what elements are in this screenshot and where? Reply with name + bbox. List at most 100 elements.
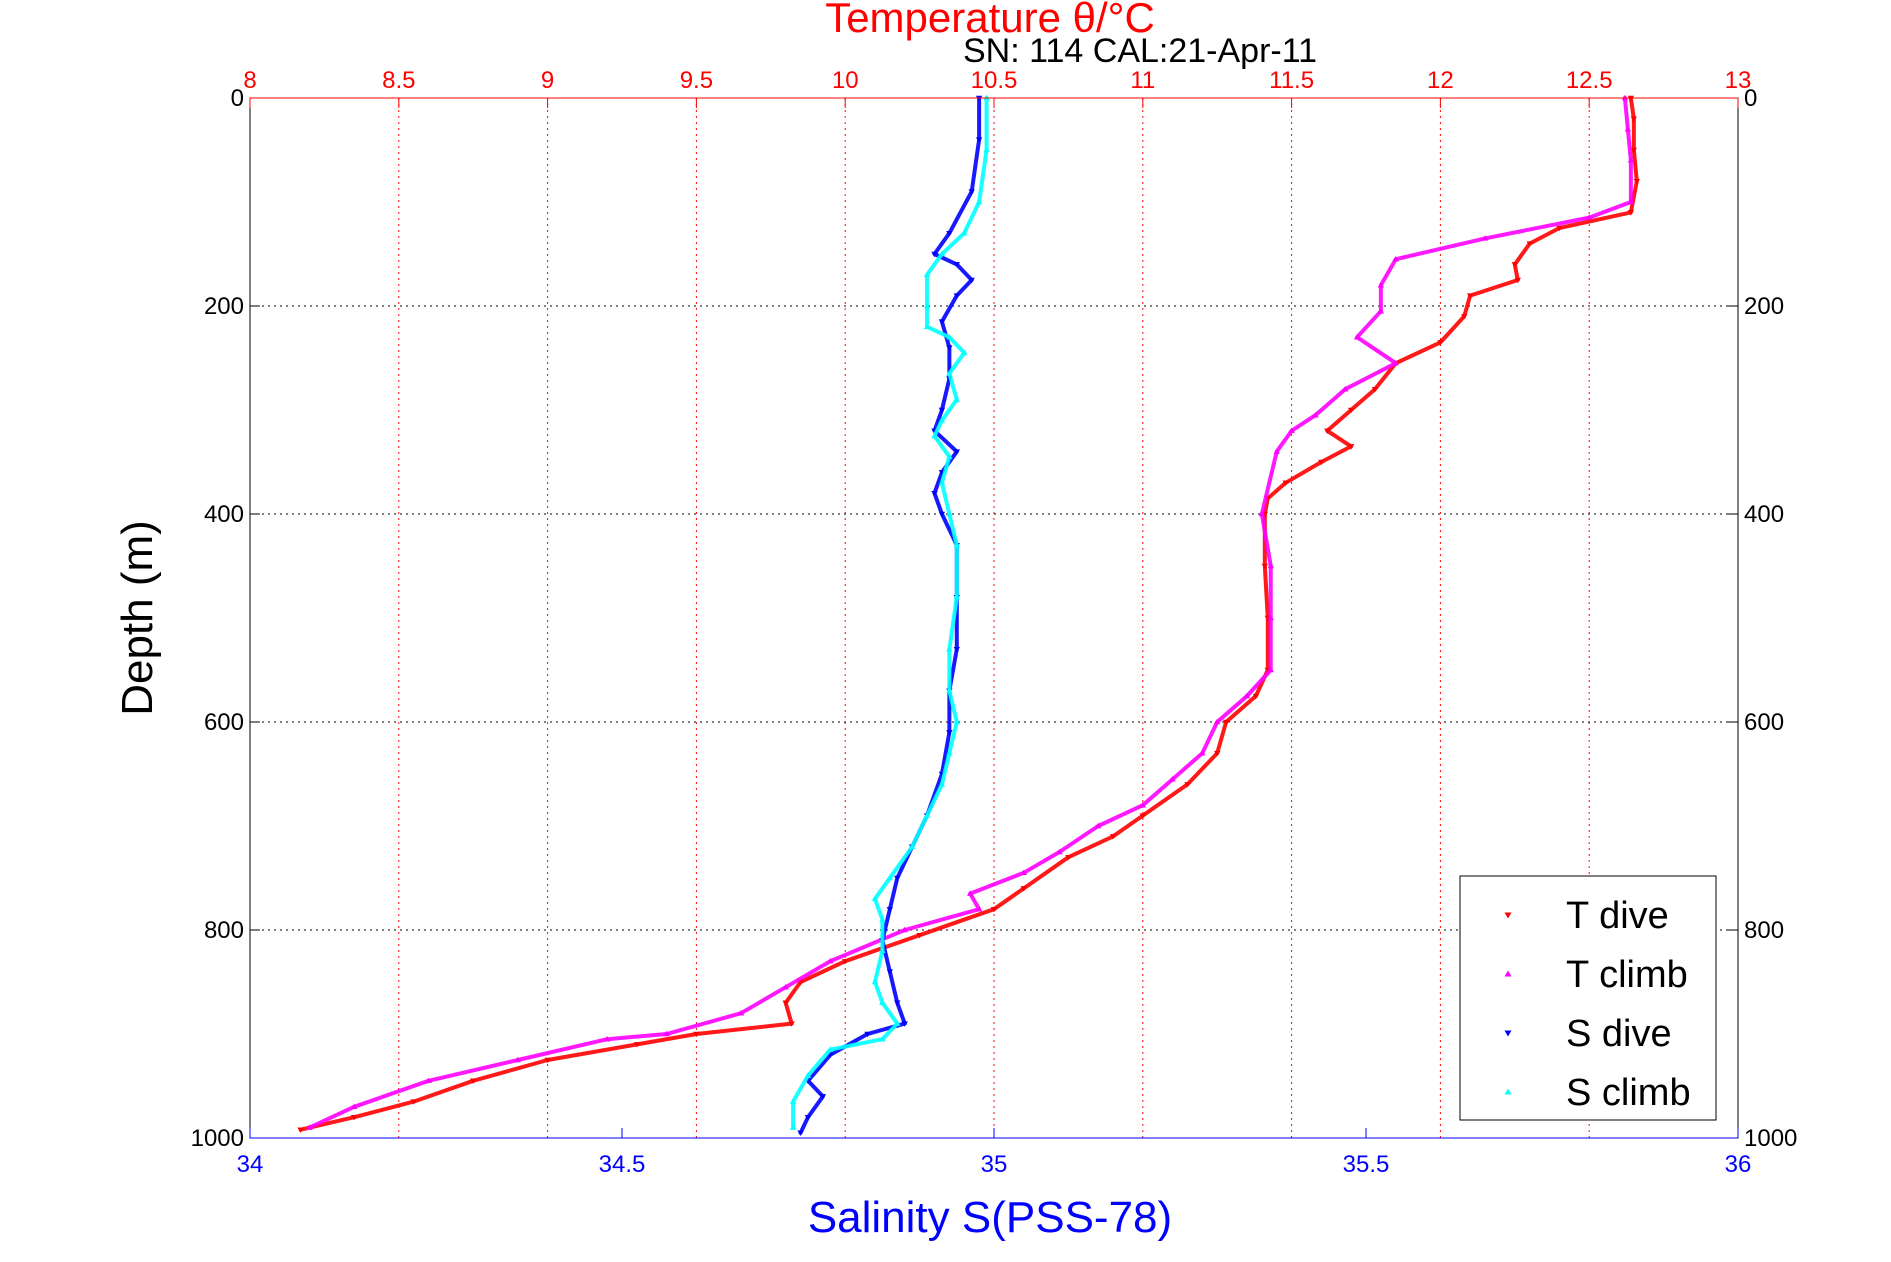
data-point <box>946 730 953 736</box>
data-point <box>901 1021 908 1027</box>
data-point <box>1139 802 1146 808</box>
data-point <box>894 1020 901 1026</box>
data-point <box>953 646 960 653</box>
data-point <box>1288 427 1295 434</box>
data-point <box>1514 277 1521 284</box>
data-point <box>983 146 990 153</box>
data-point <box>938 511 946 518</box>
data-point <box>1312 412 1319 418</box>
chart-subtitle: SN: 114 CAL:21-Apr-11 <box>963 32 1317 70</box>
data-point <box>946 345 953 351</box>
data-point <box>975 906 983 912</box>
data-point <box>953 293 960 299</box>
data-point <box>1109 834 1117 840</box>
legend-marker <box>1504 1088 1512 1095</box>
depth-tick-label-right: 200 <box>1744 293 1784 320</box>
temperature-tick-label: 12.5 <box>1566 67 1613 94</box>
data-point <box>1526 241 1533 247</box>
data-point <box>923 271 931 278</box>
data-point <box>1020 869 1027 876</box>
chart-title: Temperature θ/°C <box>825 0 1155 41</box>
data-point <box>1267 666 1274 673</box>
data-point <box>953 449 960 455</box>
data-point <box>782 984 789 990</box>
data-point <box>514 1056 522 1063</box>
legend-marker <box>1504 912 1512 919</box>
data-point <box>1630 116 1638 122</box>
data-point <box>1318 459 1325 466</box>
data-point <box>938 250 946 257</box>
temperature-tick-label: 11 <box>1130 67 1155 94</box>
data-point <box>1437 340 1444 346</box>
data-point <box>886 906 894 913</box>
data-point <box>737 1010 745 1016</box>
data-point <box>916 932 923 939</box>
data-point <box>946 750 953 756</box>
data-point <box>1243 692 1251 699</box>
data-point <box>879 947 886 954</box>
data-point <box>946 646 953 652</box>
data-point <box>1627 210 1635 216</box>
data-point <box>953 396 960 402</box>
data-point <box>544 1057 551 1064</box>
data-point <box>410 1099 417 1105</box>
data-point <box>350 1114 358 1121</box>
data-point <box>1273 448 1280 454</box>
data-point <box>1222 719 1230 726</box>
legend-label-t-climb: T climb <box>1566 954 1688 996</box>
legend-marker <box>1504 970 1512 977</box>
data-point <box>1324 428 1331 434</box>
temperature-tick-label: 13 <box>1725 67 1752 94</box>
data-point <box>470 1078 477 1084</box>
y-axis-label: Depth (m) <box>113 520 162 716</box>
data-point <box>864 1031 871 1038</box>
data-point <box>297 1127 304 1133</box>
data-point <box>990 906 998 913</box>
depth-tick-label-left: 200 <box>204 293 244 320</box>
data-point <box>938 407 946 414</box>
data-point <box>975 137 983 143</box>
data-point <box>1392 256 1399 262</box>
data-point <box>1056 848 1063 855</box>
data-point <box>879 999 886 1006</box>
data-point <box>1627 198 1635 205</box>
data-point <box>953 262 960 268</box>
data-point <box>1341 386 1349 392</box>
data-point <box>1624 126 1632 132</box>
data-point <box>827 958 834 964</box>
data-point <box>1392 360 1399 366</box>
salinity-tick-label: 34.5 <box>599 1151 646 1178</box>
depth-tick-label-right: 1000 <box>1744 1125 1797 1152</box>
data-point <box>975 198 983 205</box>
data-point <box>425 1077 432 1084</box>
data-point <box>923 302 931 309</box>
data-point <box>1261 563 1269 570</box>
data-point <box>842 958 849 965</box>
data-point <box>931 251 938 258</box>
data-point <box>1633 178 1641 185</box>
data-point <box>350 1103 358 1110</box>
temperature-tick-label: 8.5 <box>382 67 415 94</box>
data-point <box>306 1124 313 1130</box>
series-trace <box>791 96 989 1130</box>
legend-label-t-dive: T dive <box>1566 895 1669 937</box>
data-point <box>1377 282 1385 288</box>
data-point <box>938 319 946 325</box>
temperature-tick-label: 12 <box>1427 67 1454 94</box>
data-point <box>1184 782 1191 788</box>
data-point <box>1377 308 1385 314</box>
legend-marker <box>1504 1030 1512 1037</box>
data-point <box>946 510 953 517</box>
legend-label-s-dive: S dive <box>1566 1013 1672 1055</box>
data-point <box>953 594 960 600</box>
data-point <box>961 230 968 236</box>
data-point <box>1511 262 1518 268</box>
data-point <box>1630 147 1638 154</box>
data-point <box>968 189 975 195</box>
temperature-tick-label: 10.5 <box>971 67 1018 94</box>
data-point <box>908 843 916 850</box>
data-point <box>946 370 953 376</box>
data-point <box>879 916 886 922</box>
data-point <box>789 1098 797 1104</box>
data-point <box>894 1000 901 1006</box>
